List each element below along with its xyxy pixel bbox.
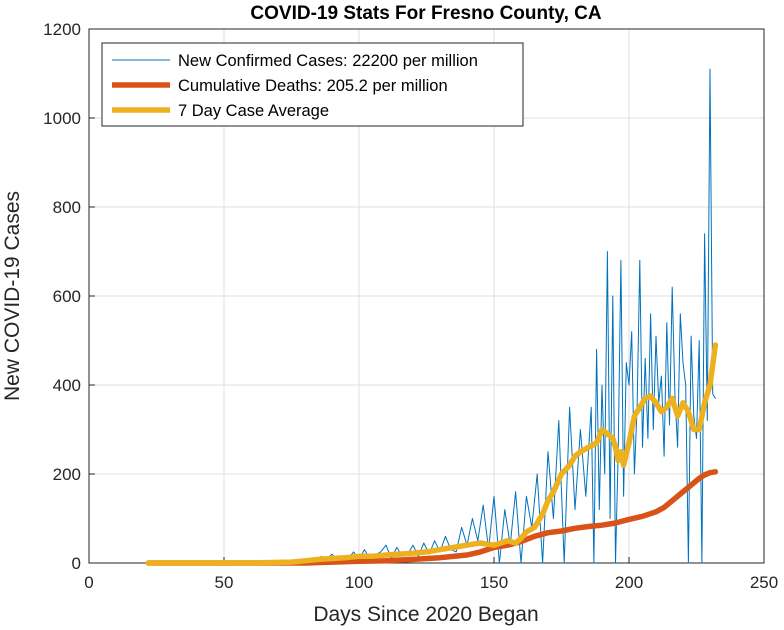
y-tick-label: 1200 bbox=[43, 20, 81, 39]
legend-box bbox=[101, 42, 524, 127]
tick-labels: 0 50 100 150 200 250 0 200 400 600 800 1000 1200 bbox=[43, 20, 778, 592]
legend-entries: New Confirmed Cases: 22200 per million Cu… bbox=[112, 52, 478, 120]
x-tick-label: 200 bbox=[615, 573, 643, 592]
legend: New Confirmed Cases: 22200 per million Cu… bbox=[101, 42, 524, 127]
y-tick-label: 0 bbox=[72, 554, 81, 573]
y-tick-label: 1000 bbox=[43, 109, 81, 128]
x-tick-label: 100 bbox=[345, 573, 373, 592]
series-line-3 bbox=[145, 342, 719, 566]
series-layer bbox=[145, 68, 719, 566]
legend-label-2: Cumulative Deaths: 205.2 per million bbox=[178, 77, 448, 95]
x-tick-label: 50 bbox=[215, 573, 234, 592]
x-tick-label: 150 bbox=[480, 573, 508, 592]
y-tick-label: 600 bbox=[53, 287, 81, 306]
chart-title: COVID-19 Stats For Fresno County, CA bbox=[250, 3, 601, 24]
x-tick-label: 0 bbox=[84, 573, 93, 592]
series-line-1 bbox=[147, 68, 716, 564]
legend-label-3: 7 Day Case Average bbox=[178, 102, 329, 120]
y-axis-label: New COVID-19 Cases bbox=[1, 191, 24, 401]
y-tick-label: 400 bbox=[53, 376, 81, 395]
y-tick-label: 800 bbox=[53, 198, 81, 217]
series-line-2 bbox=[145, 469, 719, 566]
x-axis-label: Days Since 2020 Began bbox=[313, 603, 538, 626]
y-tick-label: 200 bbox=[53, 465, 81, 484]
x-tick-label: 250 bbox=[750, 573, 778, 592]
legend-label-1: New Confirmed Cases: 22200 per million bbox=[178, 52, 478, 70]
